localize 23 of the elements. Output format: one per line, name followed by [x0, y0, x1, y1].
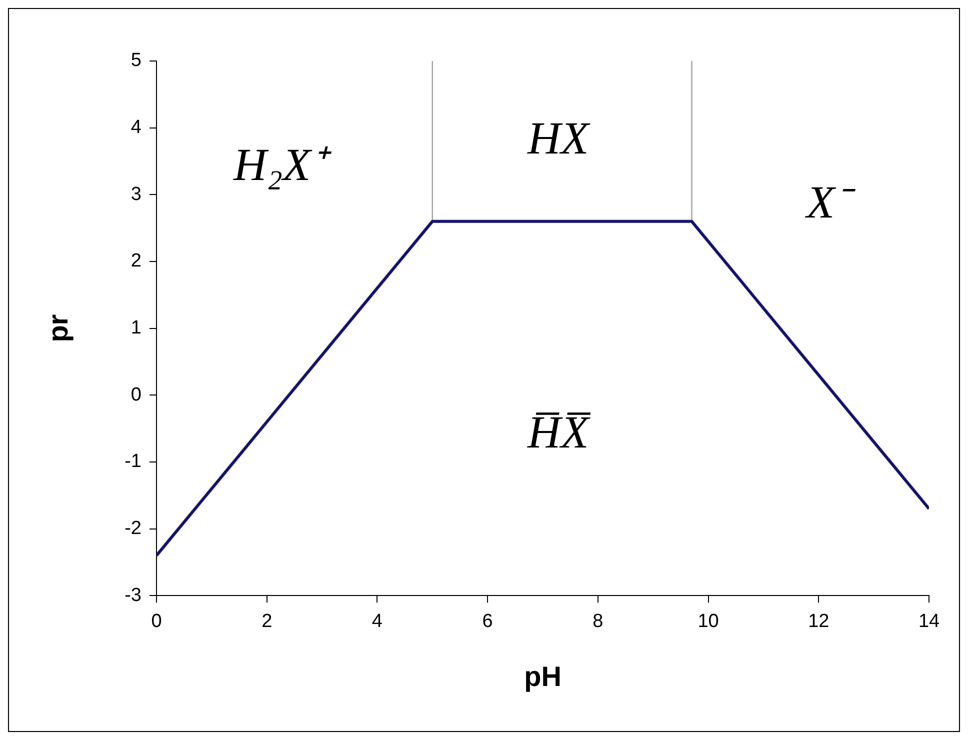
x-tick-label: 8	[592, 611, 604, 632]
y-tick-label: 5	[130, 50, 142, 72]
annotation: X⁻	[804, 176, 857, 228]
annotation: H₂X⁺	[232, 139, 333, 190]
y-axis-title: pr	[42, 314, 74, 342]
y-tick-label: -1	[124, 451, 142, 472]
y-tick-label: 0	[130, 384, 142, 406]
x-tick-label: 6	[482, 611, 493, 632]
x-tick-label: 10	[698, 611, 719, 632]
x-tick-label: 12	[808, 611, 830, 632]
x-tick-label: 14	[918, 611, 940, 632]
annotation: H̅X̅	[526, 406, 592, 458]
y-tick-label: 4	[130, 117, 142, 138]
y-tick-label: -3	[124, 584, 142, 606]
x-tick-label: 4	[372, 611, 383, 632]
y-tick-label: 3	[130, 184, 142, 205]
x-axis-title: pH	[524, 660, 562, 692]
annotation: HX	[526, 112, 591, 164]
x-tick-label: 0	[151, 611, 162, 632]
y-tick-label: -2	[124, 518, 142, 540]
y-tick-label: 2	[130, 250, 142, 272]
x-tick-label: 2	[262, 611, 272, 632]
y-tick-label: 1	[130, 318, 142, 339]
